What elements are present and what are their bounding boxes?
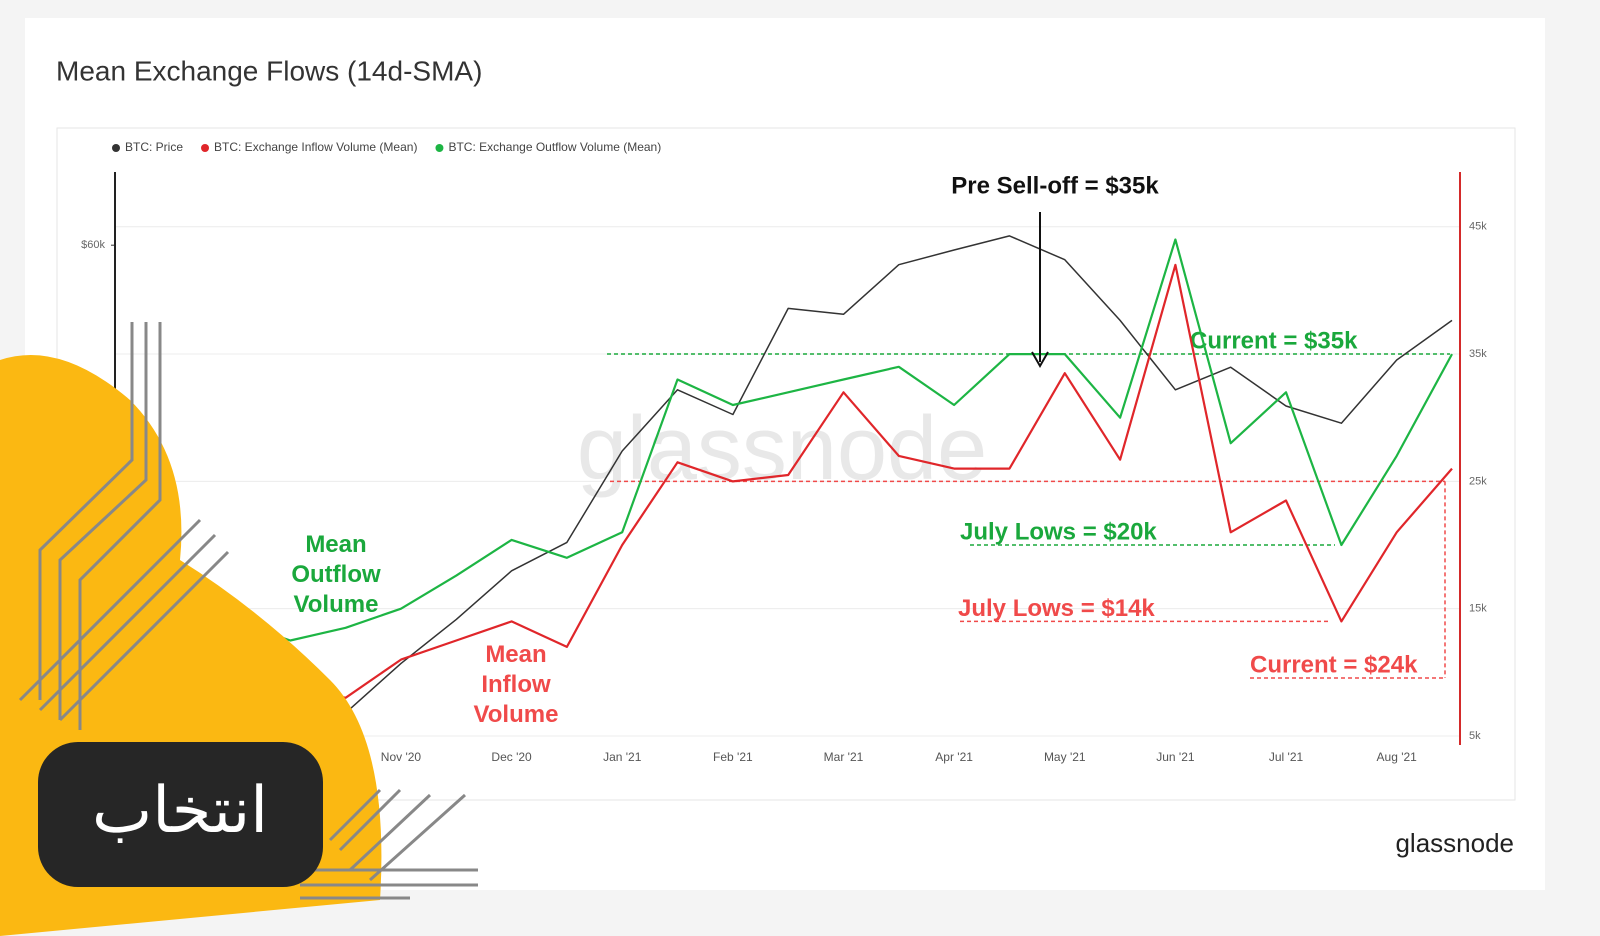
chart-title: Mean Exchange Flows (14d-SMA) <box>56 55 482 86</box>
reference-label: Current = $24k <box>1250 651 1418 678</box>
legend-label: BTC: Exchange Outflow Volume (Mean) <box>448 140 661 154</box>
logo-box <box>38 742 323 887</box>
y2-tick-label: 45k <box>1469 221 1487 233</box>
x-tick-label: Jul '21 <box>1269 750 1304 764</box>
x-tick-label: Nov '20 <box>381 750 422 764</box>
legend-label: BTC: Price <box>125 140 183 154</box>
annotation: Mean Outflow Volume <box>291 531 381 618</box>
annotation-arrowhead <box>1031 351 1049 369</box>
x-tick-label: May '21 <box>1044 750 1086 764</box>
brand: glassnode <box>1395 828 1514 858</box>
x-tick-label: Dec '20 <box>491 750 532 764</box>
circuit-lines <box>18 322 478 900</box>
plot: 5k 15k 25k 35k 45k $60k Nov '20 Dec '20 Jan '21 F… <box>81 140 1487 764</box>
y2-tick-label: 35k <box>1469 348 1487 360</box>
watermark: glassnode <box>577 399 987 499</box>
x-tick-label: Mar '21 <box>824 750 864 764</box>
x-tick-label: Feb '21 <box>713 750 753 764</box>
reference-label: July Lows = $14k <box>958 595 1155 622</box>
y2-tick-label: 15k <box>1469 603 1487 615</box>
y2-tick-label: 25k <box>1469 475 1487 487</box>
x-tick-label: Apr '21 <box>935 750 973 764</box>
legend-dot <box>112 144 120 152</box>
overlay: انتخاب <box>0 322 478 936</box>
annotation: Pre Sell-off = $35k <box>951 172 1159 199</box>
legend-label: BTC: Exchange Inflow Volume (Mean) <box>214 140 417 154</box>
y-tick-label: $60k <box>81 239 105 251</box>
annotation: Mean Inflow Volume <box>474 641 559 728</box>
x-tick-label: Aug '21 <box>1377 750 1418 764</box>
reference-label: Current = $35k <box>1190 327 1358 354</box>
series-line <box>234 238 1453 642</box>
x-tick-label: Jun '21 <box>1156 750 1195 764</box>
series-line <box>234 235 1453 737</box>
series-line <box>234 263 1453 699</box>
reference-label: July Lows = $20k <box>960 518 1157 545</box>
legend-dot <box>201 144 210 152</box>
y2-tick-label: 5k <box>1469 730 1481 742</box>
logo-text: انتخاب <box>92 774 268 846</box>
x-tick-label: Jan '21 <box>603 750 642 764</box>
legend-dot <box>435 144 444 152</box>
